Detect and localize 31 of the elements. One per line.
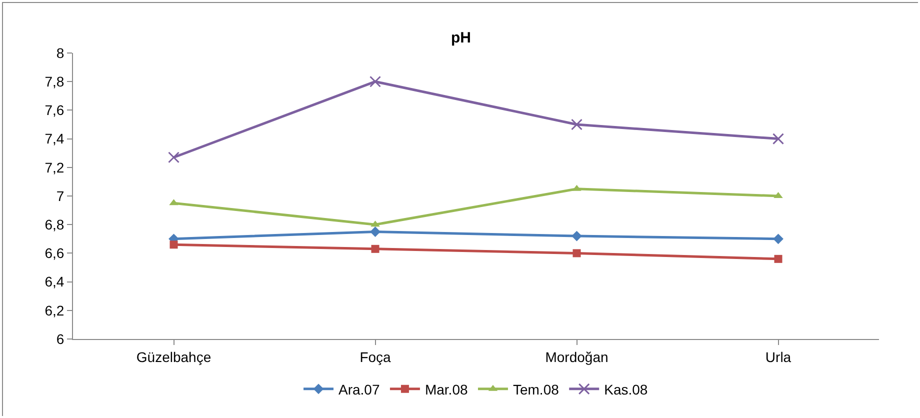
point bbox=[170, 240, 178, 249]
y-tick-label: 7,4 bbox=[44, 130, 64, 147]
point bbox=[371, 244, 380, 253]
point bbox=[572, 230, 582, 242]
point bbox=[168, 152, 180, 164]
chart-title: pH bbox=[451, 29, 471, 46]
y-tick-label: 7 bbox=[56, 188, 64, 204]
legend-label: Mar.08 bbox=[424, 381, 468, 398]
point bbox=[572, 249, 581, 258]
y-tick-label: 6,6 bbox=[44, 245, 64, 262]
legend-label: Ara.07 bbox=[338, 381, 380, 398]
y-tick-label: 6 bbox=[56, 330, 64, 347]
point bbox=[370, 226, 380, 237]
y-tick-label: 7,6 bbox=[44, 102, 64, 118]
x-tick-label: Urla bbox=[765, 348, 792, 365]
point bbox=[773, 234, 784, 244]
x-tick-label: Mordoğan bbox=[545, 348, 608, 365]
y-tick-label: 6,2 bbox=[44, 302, 64, 318]
point bbox=[370, 76, 381, 88]
point bbox=[774, 254, 782, 263]
y-tick-label: 8 bbox=[56, 44, 64, 61]
y-tick-label: 6,4 bbox=[44, 274, 64, 290]
y-tick-label: 7,8 bbox=[44, 74, 64, 90]
y-tick-label: 7,2 bbox=[44, 159, 64, 176]
legend-label: Kas.08 bbox=[604, 381, 648, 398]
point bbox=[772, 133, 784, 145]
y-tick-label: 6,8 bbox=[44, 216, 64, 232]
x-tick-label: Foça bbox=[360, 348, 392, 365]
legend-label: Tem.08 bbox=[512, 381, 560, 398]
x-tick-label: Güzelbahçe bbox=[136, 348, 212, 365]
point bbox=[571, 118, 582, 130]
